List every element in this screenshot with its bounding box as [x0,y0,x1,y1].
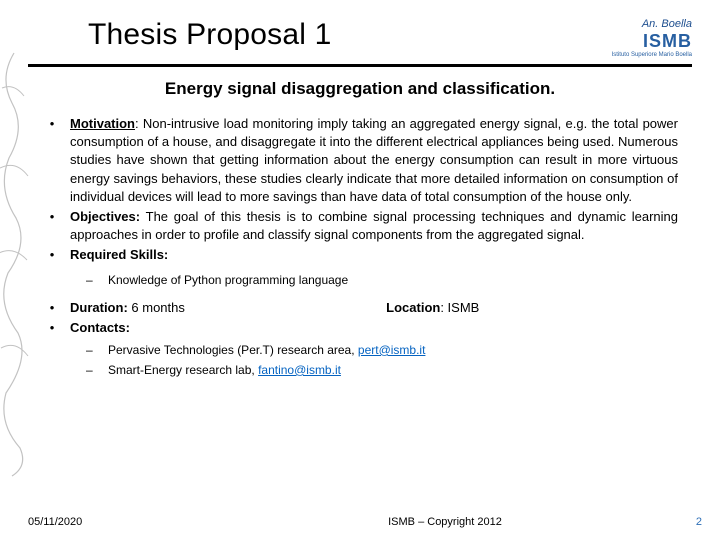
bullet-duration-location: • Duration: 6 months Location: ISMB [34,299,678,317]
skill-text: Knowledge of Python programming language [108,271,678,289]
bullet-motivation: • Motivation: Non-intrusive load monitor… [34,115,678,206]
duration-value: 6 months [128,300,185,315]
logo-acronym: ISMB [612,31,692,52]
contact-item: – Smart-Energy research lab, fantino@ism… [86,361,678,379]
location-value: : ISMB [440,300,479,315]
bullet-objectives: • Objectives: The goal of this thesis is… [34,208,678,244]
objectives-text: The goal of this thesis is to combine si… [70,209,678,242]
motivation-label: Motivation [70,116,135,131]
footer-copyright: ISMB – Copyright 2012 [228,516,662,528]
logo-fullname: Istituto Superiore Mario Boella [612,52,692,58]
logo: An. Boella ISMB Istituto Superiore Mario… [612,18,692,58]
contact-email-link[interactable]: fantino@ismb.it [258,363,341,377]
footer: 05/11/2020 ISMB – Copyright 2012 2 [0,516,720,528]
contact-text: Pervasive Technologies (Per.T) research … [108,343,358,357]
slide-title: Thesis Proposal 1 [28,18,332,52]
motivation-text: : Non-intrusive load monitoring imply ta… [70,116,678,204]
location-label: Location [386,300,440,315]
footer-date: 05/11/2020 [28,516,228,528]
subtitle: Energy signal disaggregation and classif… [28,79,692,99]
bullet-contacts: • Contacts: [34,319,678,337]
title-underline [28,64,692,67]
objectives-label: Objectives: [70,209,140,224]
contact-email-link[interactable]: pert@ismb.it [358,343,426,357]
bullet-skills: • Required Skills: [34,246,678,264]
skills-label: Required Skills: [70,247,168,262]
slide: Thesis Proposal 1 An. Boella ISMB Istitu… [0,0,720,540]
footer-page-number: 2 [662,516,702,528]
contact-text: Smart-Energy research lab, [108,363,258,377]
duration-label: Duration: [70,300,128,315]
skill-item: – Knowledge of Python programming langua… [86,271,678,289]
contacts-label: Contacts: [70,320,130,335]
contact-item: – Pervasive Technologies (Per.T) researc… [86,341,678,359]
logo-signature: An. Boella [612,18,692,30]
content-area: • Motivation: Non-intrusive load monitor… [28,115,692,379]
